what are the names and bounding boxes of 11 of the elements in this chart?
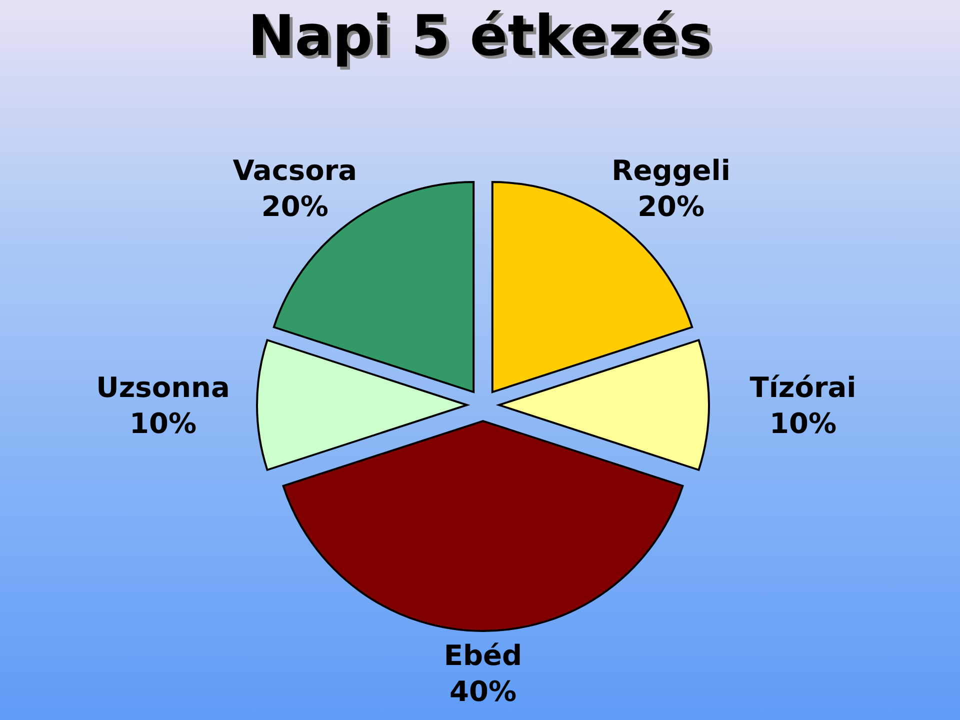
data-label: 10%: [129, 407, 197, 440]
slice-label: Tízórai: [750, 371, 856, 404]
chart-title: Napi 5 étkezés: [250, 7, 716, 72]
data-label: 20%: [261, 190, 328, 224]
slice-label: Uzsonna: [96, 371, 230, 404]
slice-label: Ebéd: [444, 639, 522, 672]
data-label: 20%: [638, 190, 705, 224]
slice-label: Reggeli: [612, 154, 731, 188]
data-label: 40%: [449, 675, 517, 708]
data-label: 10%: [769, 407, 837, 440]
slice-label: Vacsora: [232, 154, 358, 188]
